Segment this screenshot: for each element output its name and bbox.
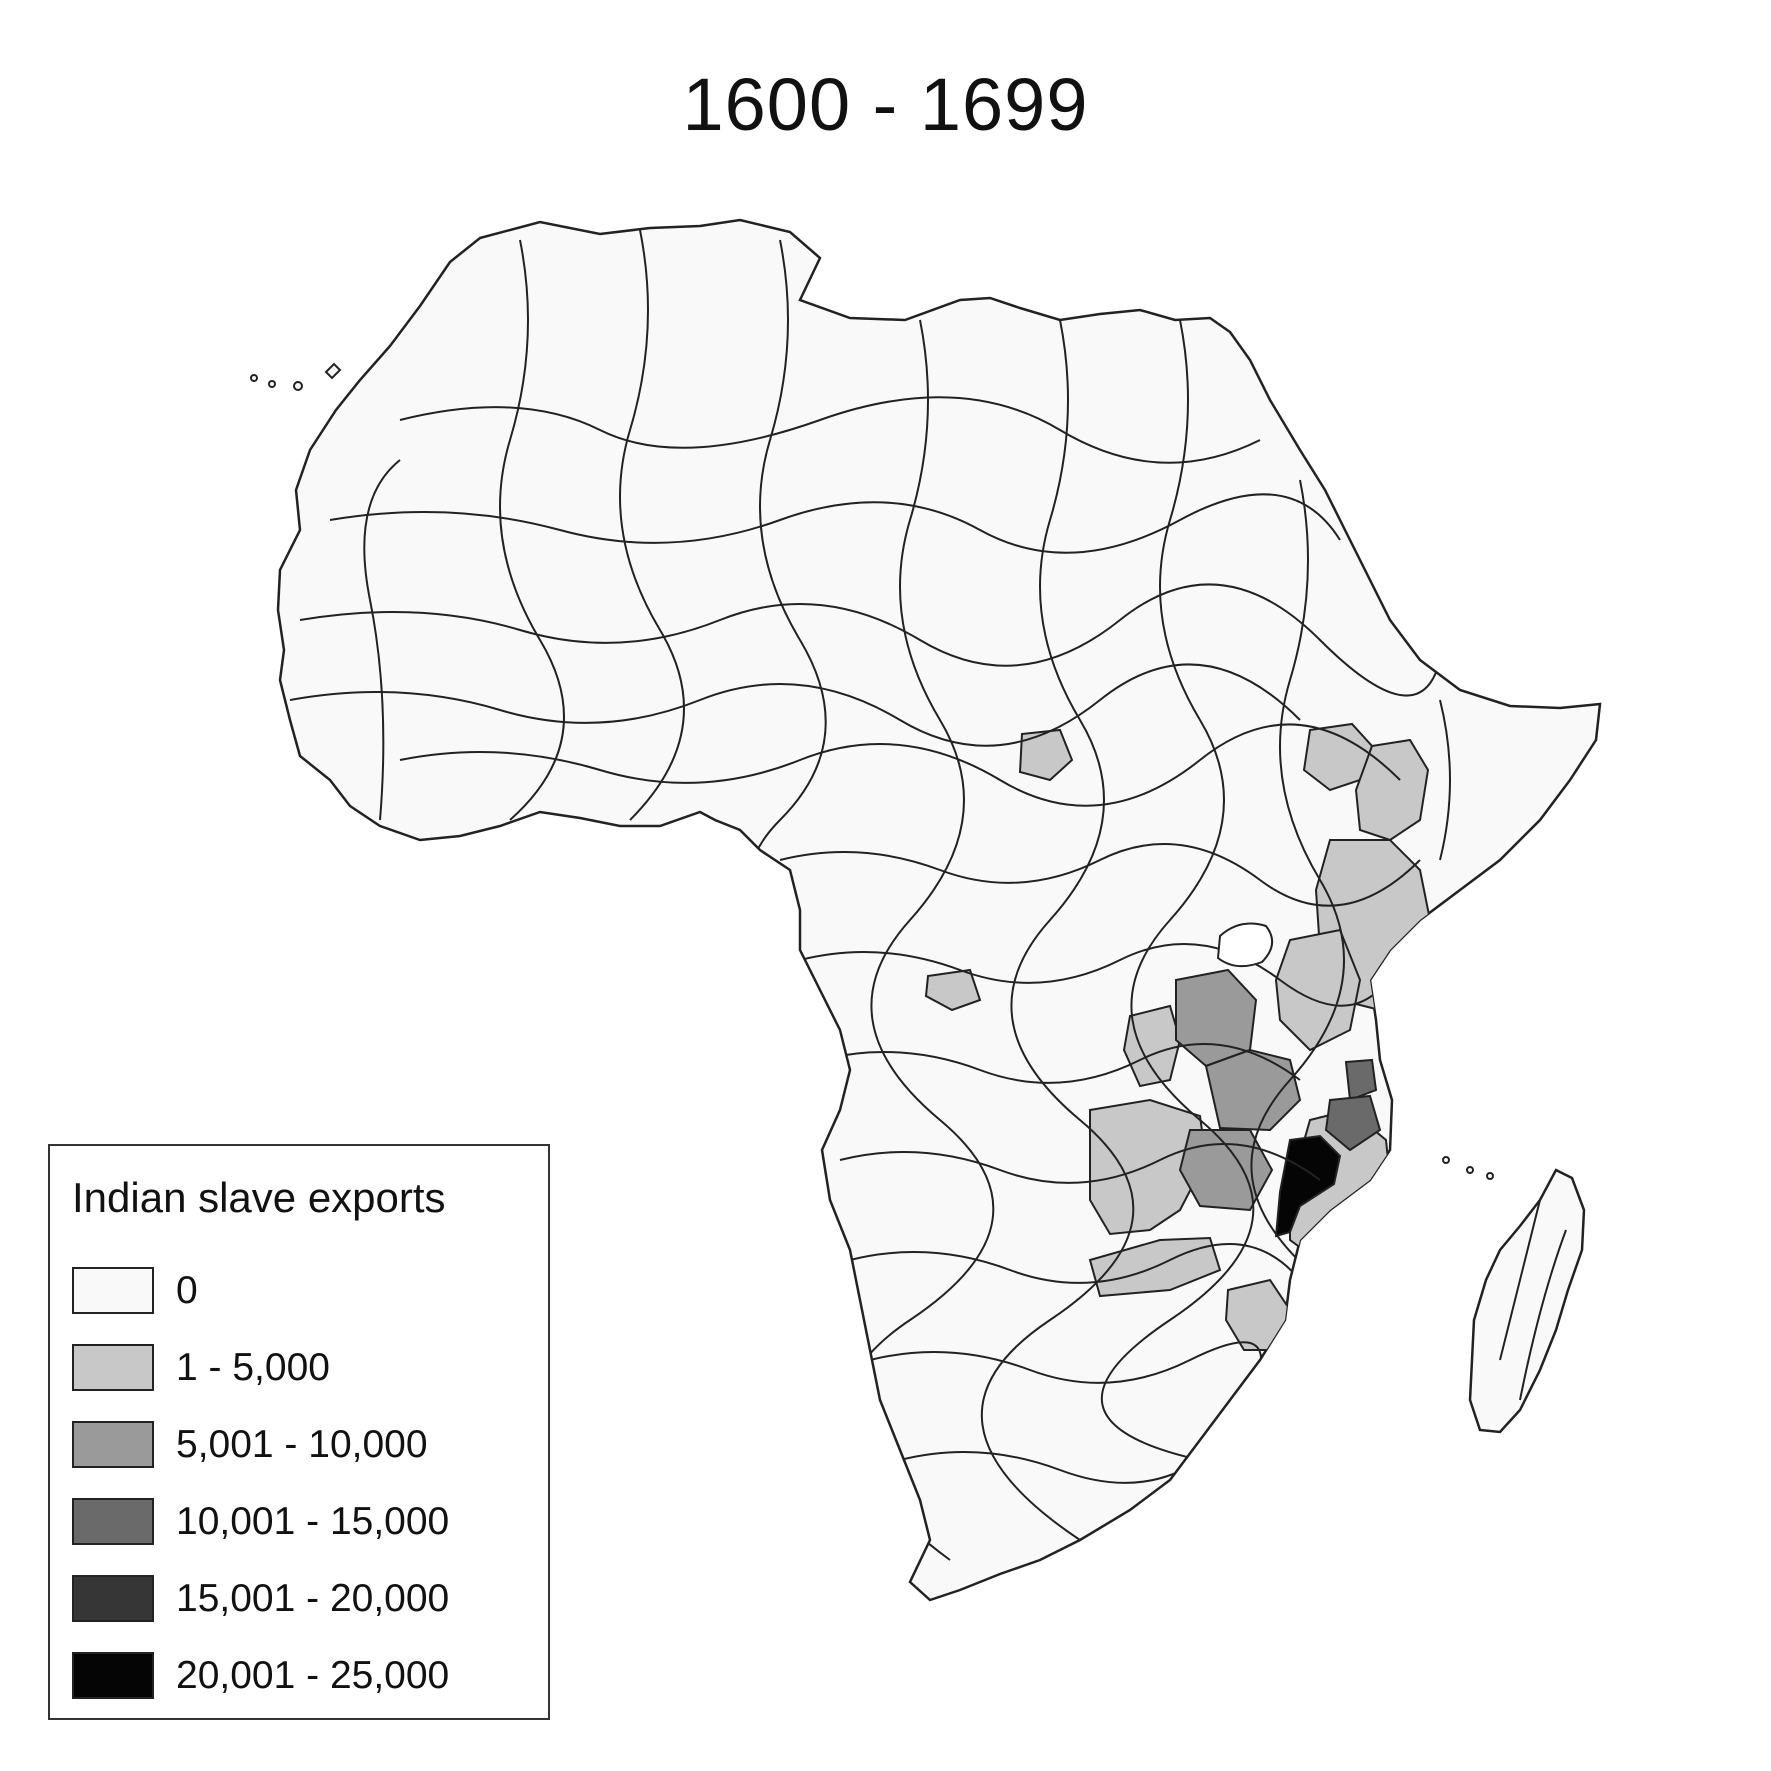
region-cat2-lakes-b — [1204, 1048, 1302, 1132]
border-line — [329, 493, 1341, 554]
border-line — [869, 1341, 1263, 1384]
border-line — [849, 1243, 1301, 1284]
map-title: 1600 - 1699 — [682, 63, 1089, 146]
legend-item: 10,001 - 15,000 — [72, 1498, 532, 1548]
legend-swatch — [72, 1575, 154, 1622]
border-line — [799, 943, 1401, 1007]
legend-item: 20,001 - 25,000 — [72, 1652, 532, 1702]
region-cat2-lakes-c — [1178, 1129, 1274, 1212]
region-cat1-ethiopia-a — [1354, 738, 1430, 842]
region-cat3-tanzania-south — [1324, 1094, 1382, 1152]
legend-label: 0 — [176, 1269, 198, 1312]
border-line — [289, 663, 1301, 747]
madagascar-border — [1499, 1199, 1567, 1401]
legend-label: 15,001 - 20,000 — [176, 1577, 450, 1620]
legend-item: 5,001 - 10,000 — [72, 1421, 532, 1471]
legend-swatch — [72, 1498, 154, 1545]
island — [1442, 1156, 1450, 1164]
legend-swatch — [72, 1652, 154, 1699]
border-line — [1439, 699, 1451, 861]
island — [268, 380, 276, 388]
border-line — [819, 1043, 1301, 1084]
border-line — [839, 1143, 1321, 1184]
legend-swatch — [72, 1344, 154, 1391]
island — [250, 374, 258, 382]
legend-swatch — [72, 1421, 154, 1468]
legend-label: 1 - 5,000 — [176, 1346, 330, 1389]
border-line — [1250, 479, 1345, 1281]
island — [1466, 1166, 1474, 1174]
border-line — [299, 583, 1441, 697]
region-cat1-lake-south — [1122, 1004, 1182, 1088]
border-line — [842, 319, 995, 1561]
region-cat1-zambia — [1089, 1098, 1208, 1236]
border-line — [1100, 319, 1255, 1461]
border-line — [980, 319, 1135, 1541]
legend-item: 15,001 - 20,000 — [72, 1575, 532, 1625]
border-line — [363, 459, 401, 821]
map-legend: Indian slave exports 0 1 - 5,000 5,001 -… — [48, 1144, 550, 1720]
lake-victoria — [1216, 922, 1273, 968]
border-line — [899, 1451, 1201, 1484]
legend-label: 10,001 - 15,000 — [176, 1500, 450, 1543]
island — [293, 381, 303, 391]
legend-label: 5,001 - 10,000 — [176, 1423, 428, 1466]
border-line — [619, 229, 685, 821]
border-line — [399, 396, 1261, 464]
madagascar-island — [1468, 1168, 1586, 1434]
region-cat3-tanzania-coast — [1344, 1058, 1378, 1102]
legend-label: 20,001 - 25,000 — [176, 1654, 450, 1697]
legend-item: 1 - 5,000 — [72, 1344, 532, 1394]
legend-item: 0 — [72, 1267, 532, 1317]
legend-swatch — [72, 1267, 154, 1314]
legend-title: Indian slave exports — [72, 1174, 446, 1221]
island — [1486, 1172, 1494, 1180]
border-line — [779, 843, 1421, 907]
region-cat1-lakes-east — [1274, 928, 1362, 1052]
border-line — [399, 723, 1401, 807]
island — [324, 362, 342, 380]
border-line — [499, 239, 565, 821]
